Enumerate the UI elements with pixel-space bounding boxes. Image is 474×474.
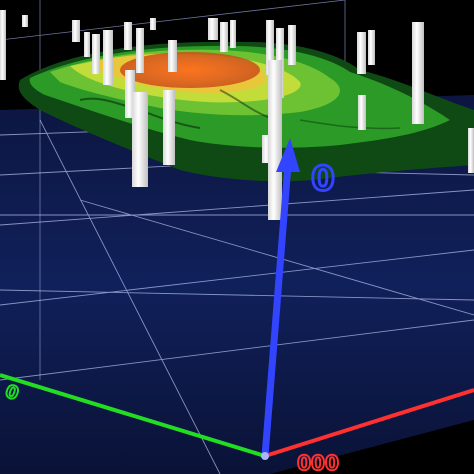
well-pillar[interactable] — [358, 95, 366, 130]
x-axis-label: 000 — [297, 451, 339, 474]
well-pillar[interactable] — [412, 22, 424, 124]
well-pillar[interactable] — [230, 20, 236, 48]
well-pillar[interactable] — [124, 22, 132, 50]
well-pillar[interactable] — [288, 25, 296, 65]
well-pillar[interactable] — [163, 90, 175, 165]
well-pillar[interactable] — [220, 22, 228, 52]
well-pillar[interactable] — [132, 92, 148, 187]
well-pillar[interactable] — [22, 15, 28, 27]
well-pillar[interactable] — [168, 40, 177, 72]
well-pillar[interactable] — [208, 18, 218, 40]
well-pillar[interactable] — [92, 34, 100, 74]
well-pillar[interactable] — [103, 30, 113, 85]
well-pillar[interactable] — [84, 32, 90, 57]
origin-point — [261, 452, 269, 460]
well-pillar[interactable] — [150, 18, 156, 30]
well-pillar[interactable] — [268, 60, 282, 220]
well-pillar[interactable] — [136, 28, 144, 73]
well-pillar[interactable] — [72, 20, 80, 42]
well-pillar[interactable] — [368, 30, 375, 65]
well-pillar[interactable] — [468, 128, 474, 173]
well-pillar[interactable] — [357, 32, 366, 74]
well-pillar[interactable] — [0, 10, 6, 80]
y-axis-label: 0 — [311, 159, 335, 199]
